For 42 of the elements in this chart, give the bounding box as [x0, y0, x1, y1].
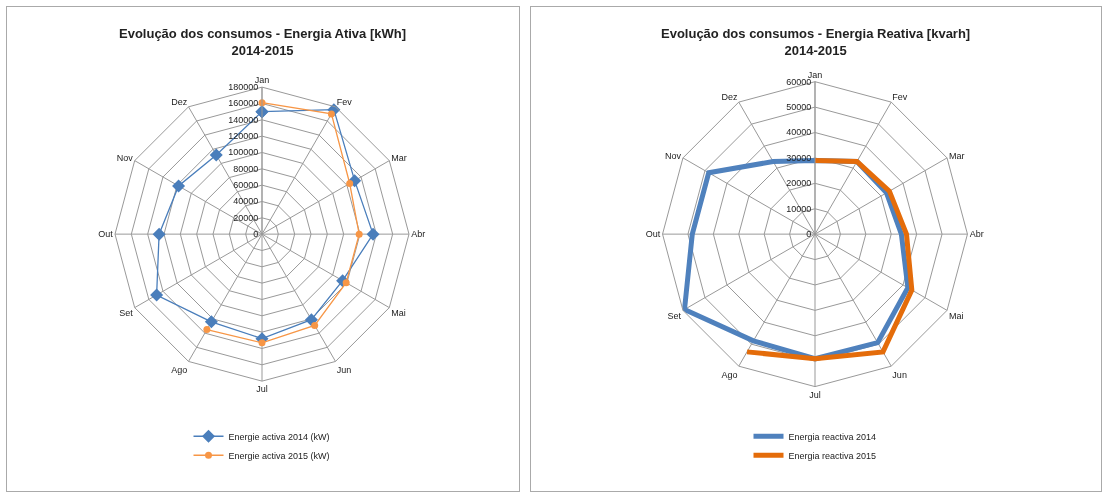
spoke-label: Fev — [892, 92, 908, 103]
spoke-label: Mar — [949, 150, 965, 161]
y-tick-label: 0 — [253, 229, 259, 240]
spoke-label: Ago — [721, 369, 738, 380]
legend-label: Energia reactiva 2015 — [788, 450, 877, 461]
y-tick-label: 20000 — [786, 178, 812, 189]
y-tick-label: 40000 — [786, 127, 812, 138]
spoke-label: Out — [645, 229, 661, 240]
y-tick-label: 80000 — [233, 163, 259, 174]
spoke-label: Set — [667, 310, 682, 321]
chart-subtitle: 2014-2015 — [231, 42, 294, 58]
y-tick-label: 160000 — [228, 98, 259, 109]
spoke-label: Dez — [721, 92, 739, 103]
spoke-label: Ago — [171, 364, 188, 375]
spoke-label: Nov — [116, 153, 134, 164]
chart-title: Evolução dos consumos - Energia Reativa [kvarh] — [661, 26, 971, 41]
y-tick-label: 100000 — [228, 147, 259, 158]
legend-label: Energia reactiva 2014 — [788, 431, 877, 442]
y-tick-label: 60000 — [233, 180, 259, 191]
spoke-label: Out — [98, 229, 114, 240]
spoke-label: Abr — [411, 229, 426, 240]
spoke-label: Abr — [969, 229, 984, 240]
spoke-label: Fev — [336, 96, 353, 107]
spoke-label: Mai — [949, 310, 964, 321]
spoke-label: Jul — [809, 389, 821, 400]
spoke-label: Jun — [336, 364, 352, 375]
y-tick-label: 0 — [806, 229, 812, 240]
spoke-label: Jul — [256, 384, 268, 395]
y-tick-label: 10000 — [786, 203, 812, 214]
spoke-label: Mai — [391, 308, 406, 319]
spoke-label: Dez — [171, 96, 188, 107]
legend-label: Energie activa 2014 (kW) — [228, 431, 330, 442]
spoke-label: Nov — [664, 150, 682, 161]
chart-title: Evolução dos consumos - Energia Ativa [kWh] — [119, 26, 407, 41]
spoke-label: Set — [119, 308, 134, 319]
y-tick-label: 20000 — [233, 212, 259, 223]
y-tick-label: 50000 — [786, 102, 812, 113]
spoke-label: Mar — [391, 153, 407, 164]
spoke-label: Jun — [892, 369, 907, 380]
chart-subtitle: 2014-2015 — [784, 42, 847, 58]
y-tick-label: 40000 — [233, 196, 259, 207]
legend-label: Energie activa 2015 (kW) — [228, 450, 330, 461]
